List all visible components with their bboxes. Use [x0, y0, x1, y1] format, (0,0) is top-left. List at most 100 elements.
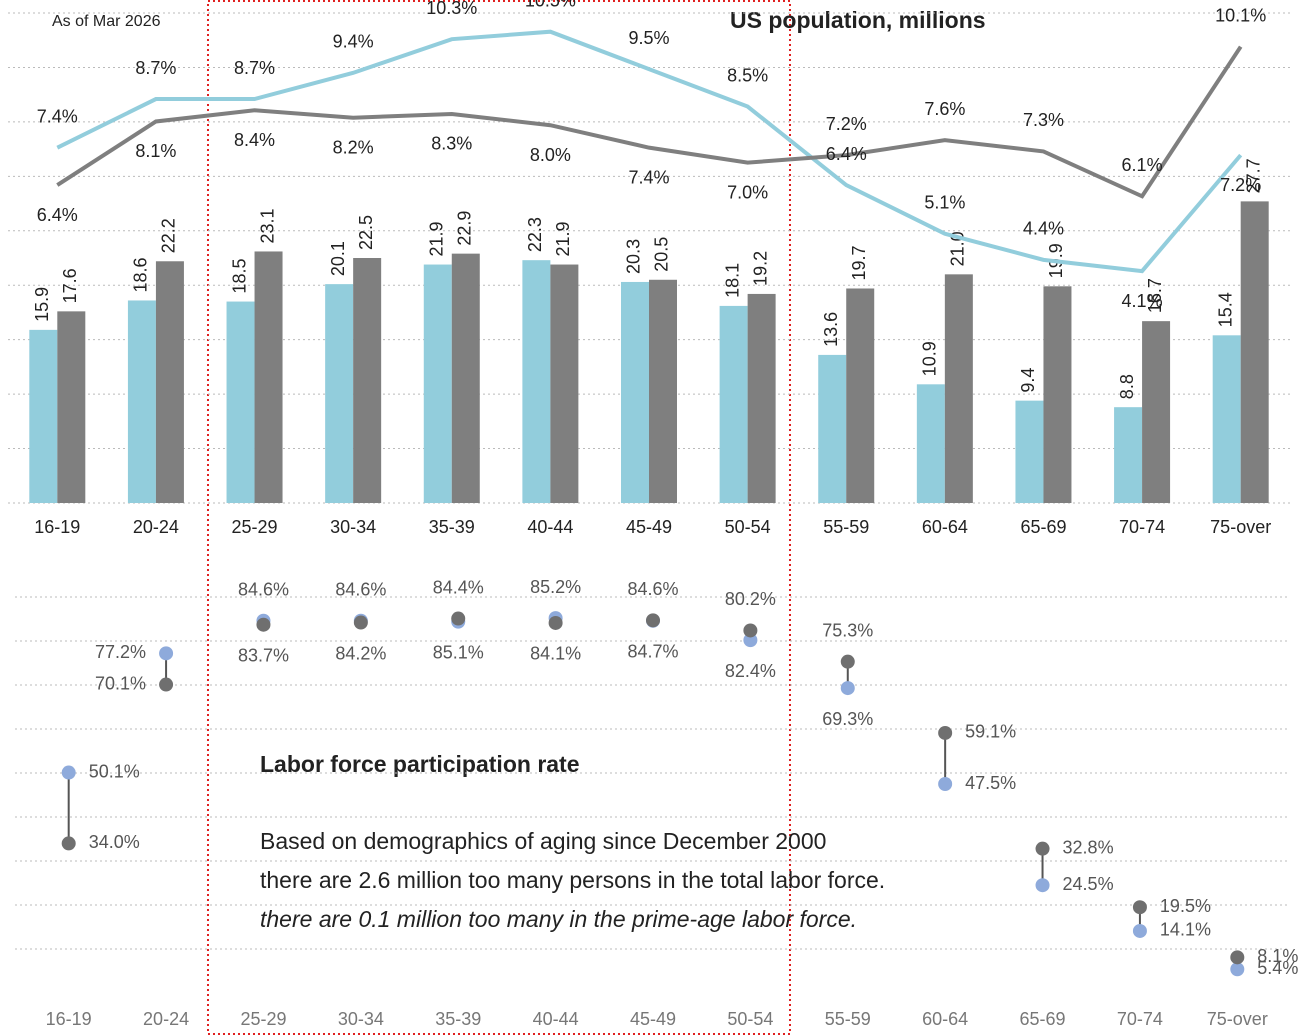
x-tick-label: 50-54	[725, 517, 771, 537]
data-label: 7.2%	[1220, 175, 1261, 195]
x-tick-label: 16-19	[34, 517, 80, 537]
bar	[325, 284, 354, 503]
data-label: 8.7%	[135, 58, 176, 78]
data-label: 9.4	[1018, 368, 1038, 393]
data-label: 22.9	[455, 211, 475, 246]
x-tick-label: 40-44	[533, 1009, 579, 1029]
data-label: 7.0%	[727, 182, 768, 202]
data-label: 84.6%	[627, 579, 678, 599]
dot	[451, 611, 466, 626]
bar	[155, 261, 184, 503]
x-tick-label: 65-69	[1020, 1009, 1066, 1029]
dot	[840, 681, 855, 696]
dot	[1035, 878, 1050, 893]
data-label: 8.5%	[727, 65, 768, 85]
data-label: 17.6	[60, 268, 80, 303]
data-label: 10.9	[920, 341, 940, 376]
x-tick-label: 30-34	[338, 1009, 384, 1029]
bar	[522, 260, 551, 503]
data-label: 70.1%	[95, 673, 146, 693]
dot	[353, 615, 368, 630]
x-tick-label: 20-24	[143, 1009, 189, 1029]
data-label: 22.5	[356, 215, 376, 250]
x-tick-label: 60-64	[922, 1009, 968, 1029]
data-label: 84.4%	[433, 577, 484, 597]
data-label: 8.3%	[431, 134, 472, 154]
x-tick-label: 35-39	[429, 517, 475, 537]
bar	[226, 301, 255, 503]
data-label: 7.3%	[1023, 110, 1064, 130]
bar	[1043, 286, 1072, 503]
data-label: 6.4%	[37, 205, 78, 225]
data-label: 9.5%	[628, 28, 669, 48]
dot	[743, 633, 758, 648]
data-label: 77.2%	[95, 642, 146, 662]
data-label: 80.2%	[725, 589, 776, 609]
data-label: 19.7	[849, 245, 869, 280]
bar	[57, 311, 86, 503]
bar	[818, 354, 847, 503]
data-label: 4.4%	[1023, 219, 1064, 239]
data-label: 84.2%	[335, 643, 386, 663]
x-tick-label: 75-over	[1207, 1009, 1268, 1029]
dot	[840, 654, 855, 669]
bar	[1142, 321, 1171, 503]
data-label: 4.1%	[1122, 291, 1163, 311]
x-tick-label: 70-74	[1117, 1009, 1163, 1029]
data-label: 75.3%	[822, 620, 873, 640]
chart-title: US population, millions	[730, 7, 986, 33]
data-label: 8.2%	[333, 137, 374, 157]
data-label: 7.6%	[924, 99, 965, 119]
data-label: 15.4	[1215, 292, 1235, 327]
x-tick-label: 35-39	[435, 1009, 481, 1029]
data-label: 59.1%	[965, 722, 1016, 742]
annotation: Based on demographics of aging since Dec…	[260, 828, 826, 854]
dot	[61, 836, 76, 851]
data-label: 15.9	[32, 287, 52, 322]
data-label: 84.7%	[627, 642, 678, 662]
data-label: 84.6%	[335, 580, 386, 600]
bar	[29, 329, 58, 503]
data-label: 8.4%	[234, 130, 275, 150]
data-label: 23.1	[257, 208, 277, 243]
annotation: there are 2.6 million too many persons i…	[260, 867, 885, 893]
x-tick-label: 65-69	[1020, 517, 1066, 537]
data-label: 22.2	[159, 218, 179, 253]
annotation: there are 0.1 million too many in the pr…	[260, 906, 857, 932]
data-label: 7.4%	[628, 167, 669, 187]
dot	[1035, 841, 1050, 856]
x-tick-label: 55-59	[823, 517, 869, 537]
data-label: 10.3%	[426, 0, 477, 18]
line	[56, 29, 1243, 274]
data-label: 20.3	[624, 239, 644, 274]
dot	[256, 617, 271, 632]
data-label: 7.4%	[37, 106, 78, 126]
x-tick-label: 50-54	[727, 1009, 773, 1029]
data-label: 20.5	[652, 237, 672, 272]
bar	[451, 253, 480, 503]
x-tick-label: 25-29	[232, 517, 278, 537]
data-label: 8.0%	[530, 145, 571, 165]
dot	[159, 646, 174, 661]
x-tick-label: 20-24	[133, 517, 179, 537]
bar	[1240, 201, 1269, 503]
data-label: 14.1%	[1160, 920, 1211, 940]
x-tick-label: 30-34	[330, 517, 376, 537]
data-label: 32.8%	[1063, 837, 1114, 857]
dot	[938, 725, 953, 740]
data-label: 16.7	[1145, 278, 1165, 313]
data-label: 84.1%	[530, 644, 581, 664]
bar	[423, 264, 452, 503]
data-label: 7.2%	[826, 114, 867, 134]
data-label: 6.1%	[1122, 155, 1163, 175]
x-tick-label: 45-49	[626, 517, 672, 537]
data-label: 50.1%	[89, 761, 140, 781]
data-label: 8.1%	[1257, 946, 1298, 966]
bar	[944, 274, 973, 503]
dot	[1230, 950, 1245, 965]
data-label: 84.6%	[238, 580, 289, 600]
data-label: 10.5%	[525, 0, 576, 10]
bar	[649, 279, 677, 503]
bar	[916, 384, 945, 503]
